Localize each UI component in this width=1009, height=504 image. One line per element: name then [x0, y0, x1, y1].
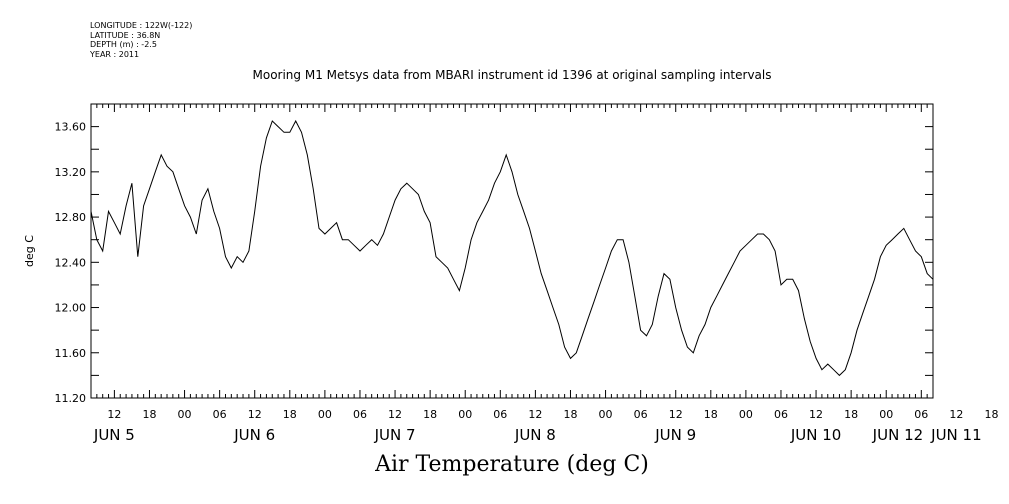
y-tick-label: 12.80 [55, 211, 87, 224]
x-tick-label: 12 [528, 408, 542, 421]
x-tick-label: 06 [774, 408, 788, 421]
x-tick-label: 00 [739, 408, 753, 421]
x-tick-label: 12 [248, 408, 262, 421]
x-day-label: JUN 9 [654, 426, 696, 444]
x-tick-label: 12 [669, 408, 683, 421]
plot-frame [90, 103, 934, 399]
x-axis: 12 18 00 06 12 18 00 06 12 18 00 06 12 18 00 06 12 18 00 06… [90, 104, 998, 444]
y-axis: 11.20 11.60 12.00 12.40 12.80 13.20 13.60 [55, 103, 933, 405]
series-group [90, 119, 934, 377]
x-tick-label: 00 [599, 408, 613, 421]
x-tick-label: 00 [318, 408, 332, 421]
x-tick-label: 12 [107, 408, 121, 421]
y-axis-title: deg C [23, 235, 36, 267]
y-tick-label: 11.20 [55, 392, 87, 405]
x-tick-label: 18 [142, 408, 156, 421]
x-day-label: JUN 7 [374, 426, 416, 444]
x-day-label: JUN 8 [514, 426, 556, 444]
x-day-label: JUN 6 [233, 426, 275, 444]
x-axis-title: Air Temperature (deg C) [375, 452, 649, 477]
x-tick-label: 06 [353, 408, 367, 421]
series-line [90, 119, 934, 377]
depth-label: DEPTH (m) : -2.5 [90, 40, 157, 49]
latitude-label: LATITUDE : 36.8N [90, 30, 161, 40]
x-tick-label: 06 [213, 408, 227, 421]
y-tick-label: 11.60 [55, 347, 87, 360]
x-day-label: JUN 5 [93, 426, 135, 444]
x-day-label: JUN 12 [872, 426, 923, 444]
x-tick-label: 18 [283, 408, 297, 421]
y-tick-label: 12.00 [55, 302, 87, 315]
year-label: YEAR : 2011 [90, 49, 140, 59]
x-tick-label: 00 [178, 408, 192, 421]
x-tick-label: 18 [563, 408, 577, 421]
x-tick-label: 06 [634, 408, 648, 421]
x-tick-label: 12 [809, 408, 823, 421]
x-tick-label: 00 [458, 408, 472, 421]
x-tick-label: 06 [914, 408, 928, 421]
x-tick-label: 18 [704, 408, 718, 421]
x-day-label: JUN 11 [930, 426, 981, 444]
longitude-label: LONGITUDE : 122W(-122) [90, 21, 193, 30]
x-day-label: JUN 10 [790, 426, 841, 444]
x-tick-label: 18 [984, 408, 998, 421]
x-tick-label: 18 [423, 408, 437, 421]
y-tick-label: 13.20 [55, 166, 87, 179]
x-tick-label: 00 [879, 408, 893, 421]
x-tick-label: 12 [388, 408, 402, 421]
header-meta: LONGITUDE : 122W(-122) LATITUDE : 36.8N … [90, 21, 192, 59]
x-tick-label: 18 [844, 408, 858, 421]
x-tick-label: 06 [493, 408, 507, 421]
x-tick-label: 12 [949, 408, 963, 421]
y-tick-label: 12.40 [55, 256, 87, 269]
y-tick-label: 13.60 [55, 121, 87, 134]
chart-title: Mooring M1 Metsys data from MBARI instru… [252, 68, 772, 82]
